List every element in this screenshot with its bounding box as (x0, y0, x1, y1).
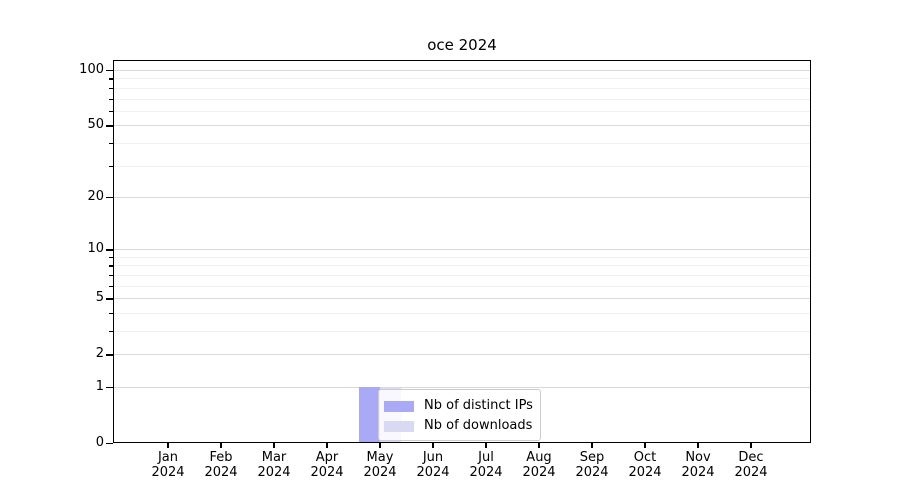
major-gridline (113, 354, 811, 356)
minor-gridline (113, 312, 811, 314)
legend-label-downloads: Nb of downloads (424, 418, 533, 433)
y-tick-label: 2 (95, 346, 104, 362)
minor-gridline (113, 265, 811, 267)
x-tick (697, 443, 699, 448)
minor-gridline (113, 274, 811, 276)
x-tick (485, 443, 487, 448)
chart-title: oce 2024 (427, 36, 497, 54)
minor-gridline (113, 98, 811, 100)
minor-gridline (113, 142, 811, 144)
bar-distinct-ips (359, 386, 380, 443)
y-tick-label: 0 (95, 435, 104, 450)
legend-label-distinct-ips: Nb of distinct IPs (424, 398, 533, 413)
major-gridline (113, 249, 811, 251)
x-tick-label: Sep 2024 (575, 450, 609, 480)
x-tick-label: Oct 2024 (628, 450, 662, 480)
y-tick-label: 10 (87, 241, 104, 257)
y-minor-tick (109, 312, 113, 315)
minor-gridline (113, 165, 811, 167)
x-tick (538, 443, 540, 448)
minor-gridline (113, 256, 811, 258)
legend-swatch-distinct-ips-icon (384, 400, 414, 412)
y-minor-tick (109, 87, 113, 90)
y-tick-label: 5 (95, 290, 104, 306)
x-tick (432, 443, 434, 448)
x-tick-label: May 2024 (363, 450, 397, 480)
y-major-tick (106, 249, 113, 251)
y-major-tick (106, 386, 113, 389)
y-minor-tick (109, 165, 113, 167)
x-tick-label: Jul 2024 (469, 450, 503, 480)
y-minor-tick (109, 274, 113, 277)
x-tick-label: Jan 2024 (151, 450, 185, 480)
x-tick (591, 443, 593, 448)
x-tick (167, 443, 169, 448)
legend: Nb of distinct IPs Nb of downloads (378, 389, 541, 441)
y-major-tick (106, 125, 113, 127)
x-tick-label: Dec 2024 (734, 450, 768, 480)
legend-swatch-downloads-icon (384, 420, 414, 432)
y-tick-label: 50 (87, 117, 104, 133)
legend-item-downloads: Nb of downloads (384, 416, 533, 436)
x-tick (750, 443, 752, 448)
y-tick-label: 20 (87, 188, 104, 204)
x-tick-label: Aug 2024 (522, 450, 556, 480)
minor-gridline (113, 78, 811, 80)
minor-gridline (113, 330, 811, 332)
major-gridline (113, 196, 811, 198)
y-major-tick (106, 443, 113, 445)
y-tick-label: 1 (95, 378, 104, 394)
major-gridline (113, 298, 811, 300)
x-tick (644, 443, 646, 448)
y-minor-tick (109, 78, 113, 80)
major-gridline (113, 70, 811, 72)
y-minor-tick (109, 256, 113, 259)
major-gridline (113, 386, 811, 388)
legend-item-distinct-ips: Nb of distinct IPs (384, 396, 533, 416)
major-gridline (113, 125, 811, 127)
x-tick (273, 443, 275, 448)
x-tick (220, 443, 222, 448)
y-major-tick (106, 70, 113, 72)
y-tick-label: 100 (79, 62, 104, 78)
y-minor-tick (109, 98, 113, 100)
y-minor-tick (109, 265, 113, 267)
y-minor-tick (109, 142, 113, 145)
y-major-tick (106, 196, 113, 199)
x-tick-label: Mar 2024 (257, 450, 291, 480)
y-minor-tick (109, 330, 113, 333)
minor-gridline (113, 110, 811, 112)
x-tick-label: Feb 2024 (204, 450, 238, 480)
y-major-tick (106, 298, 113, 300)
x-tick (326, 443, 328, 448)
y-minor-tick (109, 285, 113, 288)
y-major-tick (106, 354, 113, 356)
minor-gridline (113, 285, 811, 287)
x-tick (379, 443, 381, 448)
axes-frame (113, 60, 811, 443)
x-tick-label: Nov 2024 (681, 450, 715, 480)
y-minor-tick (109, 110, 113, 113)
minor-gridline (113, 87, 811, 89)
x-tick-label: Jun 2024 (416, 450, 450, 480)
x-tick-label: Apr 2024 (310, 450, 344, 480)
